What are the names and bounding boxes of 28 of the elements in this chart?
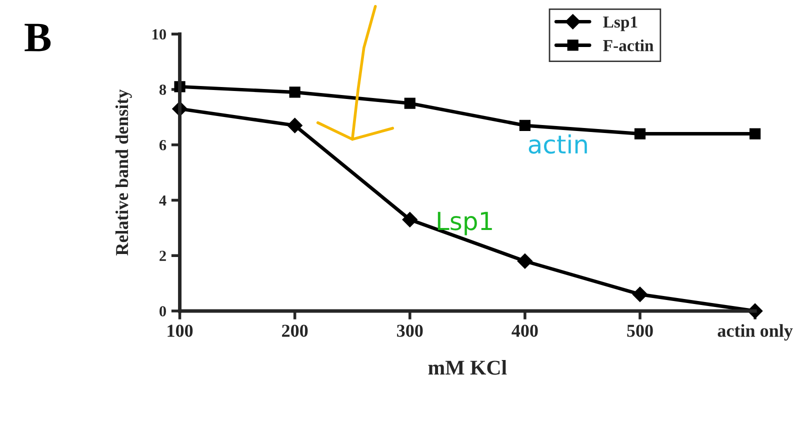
- y-tick-label: 4: [159, 195, 166, 206]
- y-tick-label: 0: [160, 306, 166, 316]
- point: [517, 254, 533, 269]
- annotation: Lsp1: [438, 212, 492, 236]
- x-tick-label: 300: [397, 324, 423, 337]
- x-tick-label: actin only: [718, 324, 793, 341]
- y-tick-label: 2: [160, 250, 166, 261]
- point: [289, 86, 300, 98]
- point: [750, 128, 761, 140]
- y-axis-title: Relative band density: [115, 89, 132, 256]
- point: [632, 286, 648, 302]
- point: [634, 128, 646, 140]
- x-tick-label: 200: [282, 324, 308, 337]
- x-tick-label: 500: [627, 324, 653, 337]
- legend-label: F-actin: [603, 40, 654, 52]
- text: B: [24, 24, 51, 52]
- point: [404, 98, 416, 109]
- x-tick-label: 400: [512, 324, 538, 337]
- x-axis-title: mM KCl: [428, 360, 507, 375]
- point: [519, 120, 530, 132]
- legend-label: Lsp1: [603, 16, 638, 32]
- x-tick-label: 100: [168, 324, 193, 337]
- annotation: actin: [528, 134, 587, 154]
- point: [287, 118, 302, 134]
- y-tick-label: 10: [152, 29, 166, 40]
- point: [402, 212, 418, 228]
- y-tick-label: 6: [159, 140, 166, 150]
- y-tick-label: 8: [159, 84, 166, 95]
